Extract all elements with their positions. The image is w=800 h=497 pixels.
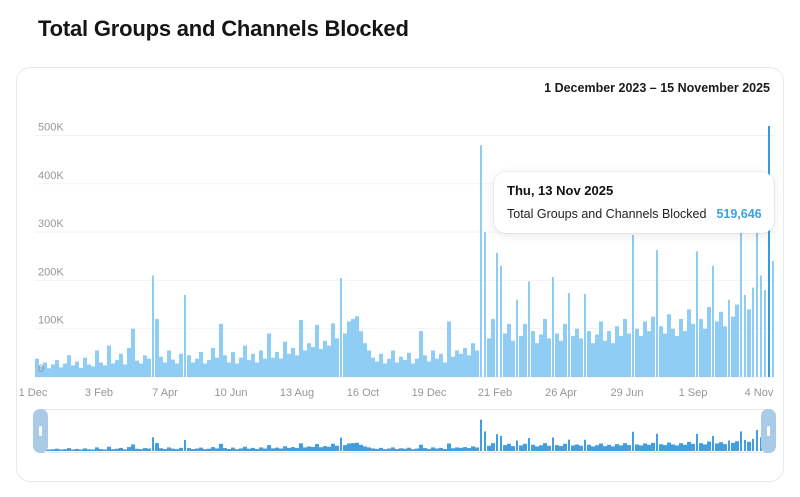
svg-text:16 Oct: 16 Oct	[347, 387, 379, 399]
chart-tooltip: Thu, 13 Nov 2025 Total Groups and Channe…	[494, 172, 774, 233]
minimap-left-handle[interactable]	[33, 409, 48, 453]
svg-text:300K: 300K	[38, 218, 64, 230]
svg-text:19 Dec: 19 Dec	[412, 387, 447, 399]
svg-text:100K: 100K	[38, 315, 64, 327]
chart-bars[interactable]	[35, 145, 774, 377]
svg-text:7 Apr: 7 Apr	[152, 387, 178, 399]
svg-text:10 Jun: 10 Jun	[214, 387, 247, 399]
minimap-bars	[35, 417, 774, 451]
svg-text:26 Apr: 26 Apr	[545, 387, 577, 399]
tooltip-date: Thu, 13 Nov 2025	[507, 183, 614, 198]
svg-text:1 Dec: 1 Dec	[19, 387, 48, 399]
svg-text:21 Feb: 21 Feb	[478, 387, 512, 399]
minimap-selection[interactable]	[33, 409, 776, 453]
tooltip-label: Total Groups and Channels Blocked	[507, 207, 707, 221]
svg-text:1 Sep: 1 Sep	[679, 387, 708, 399]
svg-text:200K: 200K	[38, 266, 64, 278]
svg-text:0: 0	[38, 363, 44, 375]
svg-text:400K: 400K	[38, 170, 64, 182]
svg-text:500K: 500K	[38, 122, 64, 134]
axis-labels: 0 100K 200K 300K 400K 500K 1 Dec 3 Feb 7 Apr 10 J…	[19, 122, 774, 400]
svg-text:13 Aug: 13 Aug	[280, 387, 314, 399]
svg-text:29 Jun: 29 Jun	[610, 387, 643, 399]
svg-text:3 Feb: 3 Feb	[85, 387, 113, 399]
page-title: Total Groups and Channels Blocked	[38, 16, 409, 41]
minimap-right-handle[interactable]	[761, 409, 776, 453]
highlighted-bar[interactable]	[768, 126, 770, 377]
tooltip-value: 519,646	[716, 207, 762, 221]
date-range-label: 1 December 2023 – 15 November 2025	[544, 81, 770, 95]
svg-text:4 Nov: 4 Nov	[745, 387, 774, 399]
